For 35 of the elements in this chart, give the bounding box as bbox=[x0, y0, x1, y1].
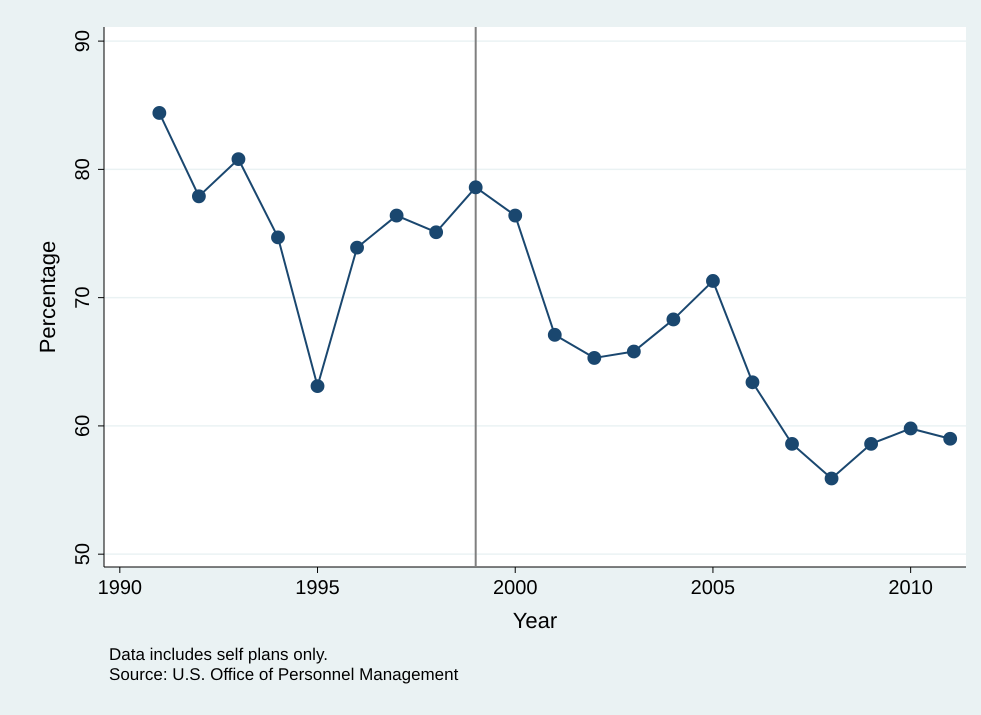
point bbox=[824, 472, 838, 486]
point bbox=[192, 189, 206, 204]
point bbox=[864, 436, 878, 451]
point bbox=[271, 230, 285, 244]
point bbox=[587, 351, 602, 365]
y-tick-label: 90 bbox=[72, 30, 94, 52]
point bbox=[785, 436, 799, 451]
source-note: Source: U.S. Office of Personnel Management bbox=[109, 665, 459, 684]
point bbox=[943, 432, 958, 446]
x-tick-label: 2005 bbox=[690, 577, 736, 599]
x-tick-label: 1990 bbox=[98, 577, 142, 599]
y-tick-label: 60 bbox=[72, 414, 94, 438]
point bbox=[429, 225, 444, 240]
y-axis-title: Percentage bbox=[35, 240, 60, 354]
point bbox=[232, 152, 246, 166]
point bbox=[468, 180, 483, 194]
point bbox=[310, 379, 324, 394]
x-axis-title: Year bbox=[512, 608, 558, 633]
point bbox=[666, 312, 680, 326]
point bbox=[390, 208, 404, 222]
point bbox=[904, 422, 918, 436]
point bbox=[626, 344, 641, 358]
x-tick-label: 2000 bbox=[492, 577, 538, 599]
point bbox=[350, 240, 364, 255]
point bbox=[508, 208, 522, 222]
y-tick-label: 80 bbox=[72, 158, 94, 180]
text: Data includes self plans only. bbox=[109, 645, 328, 664]
point bbox=[548, 328, 562, 342]
y-tick-label: 50 bbox=[72, 543, 94, 566]
x-tick-label: 2010 bbox=[888, 577, 933, 599]
point bbox=[152, 106, 166, 120]
y-tick-label: 70 bbox=[72, 286, 94, 309]
x-tick-label: 1995 bbox=[295, 577, 340, 599]
point bbox=[746, 375, 760, 390]
point bbox=[706, 274, 720, 288]
